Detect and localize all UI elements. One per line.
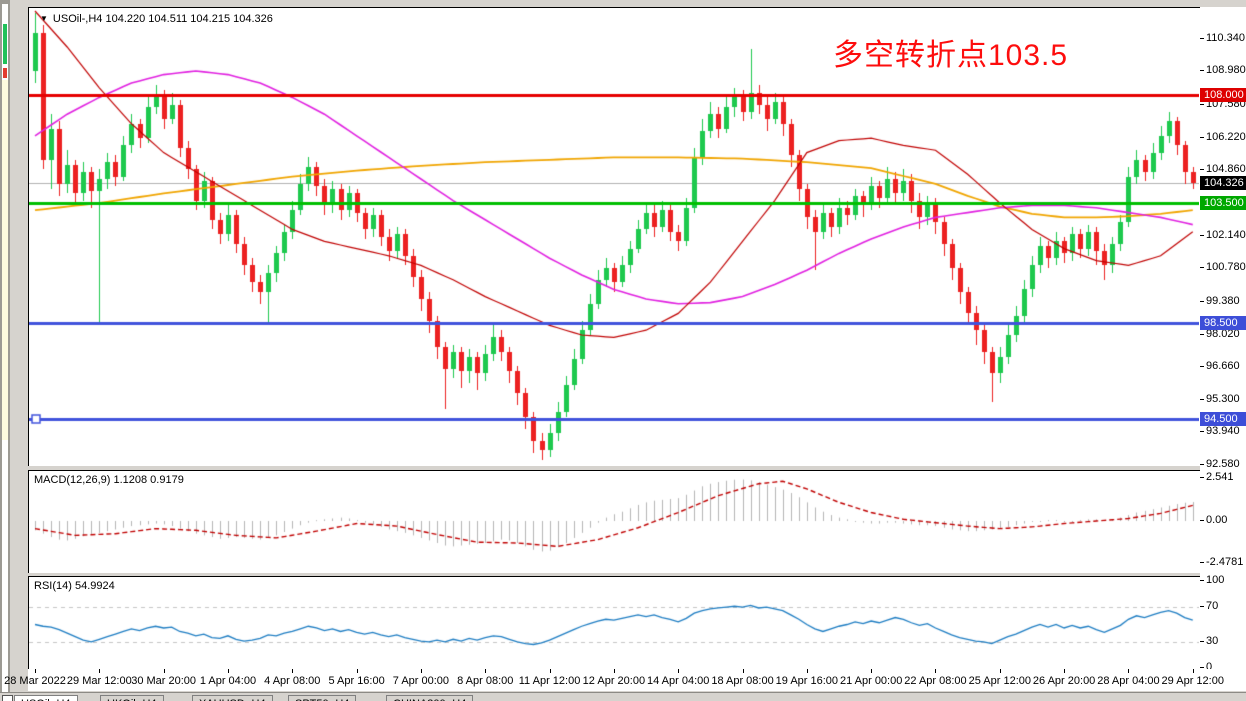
time-axis-tick [613,669,615,673]
chart-tab-china300-h4[interactable]: CHINA300-,H4 [386,695,474,701]
rsi-axis-label: 70 [1200,600,1218,613]
main-chart-canvas[interactable] [29,8,1199,465]
symbol-quote-text: USOil-,H4 104.220 104.511 104.215 104.32… [52,13,273,25]
time-axis-label: 25 Apr 12:00 [968,675,1031,687]
time-axis-tick [99,669,101,673]
annotation-text-object[interactable]: 多空转折点103.5 [833,39,1069,72]
time-axis-tick [292,669,294,673]
macd-indicator-label: MACD(12,26,9) 1.1208 0.9179 [34,474,184,486]
time-axis-label: 21 Apr 00:00 [839,675,903,687]
chart-tab-ukoil-h4[interactable]: UKOil-,H4 [100,695,164,701]
chart-tab-xauusd-h4[interactable]: XAUUSD-,H4 [192,695,273,701]
pane-splitter[interactable] [28,573,1246,576]
time-axis-label: 26 Apr 20:00 [1032,675,1096,687]
time-axis-label: 14 Apr 04:00 [646,675,710,687]
time-axis-tick [227,669,229,673]
price-axis-label: 110.340 [1200,32,1245,45]
price-axis-label: 104.860 [1200,163,1246,176]
time-axis-label: 5 Apr 16:00 [328,675,385,687]
price-axis-label: 102.140 [1200,229,1246,242]
time-axis-scale[interactable]: 28 Mar 2022 29 Mar 12:00 30 Mar 20:00 1 Apr… [4,669,1246,691]
hline-price-badge: 108.000 [1200,88,1246,102]
time-axis-label: 12 Apr 20:00 [582,675,646,687]
chart-tab-spt50-h4[interactable]: SPT50-,H4 [288,695,357,701]
chart-title: ▼ USOil-,H4 104.220 104.511 104.215 104.3… [40,13,273,25]
macd-pane[interactable] [28,470,1202,575]
time-axis-tick [356,669,358,673]
price-axis-label: 108.980 [1200,64,1246,77]
rsi-axis-label: 0 [1200,661,1212,674]
rsi-axis-label: 30 [1200,635,1218,648]
rsi-axis-label: 100 [1200,574,1224,587]
time-axis-tick [485,669,487,673]
time-axis-label: 8 Apr 08:00 [457,675,514,687]
time-axis-tick [742,669,744,673]
time-axis-label: 28 Mar 2022 [4,675,66,687]
time-axis-label: 11 Apr 12:00 [518,675,581,687]
hline-price-badge: 98.500 [1200,316,1246,330]
price-axis-label: 106.220 [1200,131,1246,144]
time-axis-tick [35,669,36,673]
chart-tabs-strip[interactable]: USOil-,H4 UKOil-,H4 XAUUSD-,H4 SPT50-,H4 CHI… [0,692,1246,701]
price-axis-label: 92.580 [1200,458,1240,471]
time-axis-tick [1128,669,1130,673]
rsi-canvas[interactable] [29,577,1199,668]
time-axis-tick [163,669,165,673]
window-icon [2,695,13,701]
rsi-indicator-label: RSI(14) 54.9924 [34,580,115,592]
time-axis-label: 29 Mar 12:00 [66,675,132,687]
hline-price-badge: 94.500 [1200,412,1246,426]
adjacent-window-edge [2,4,8,692]
current-price-badge: 104.326 [1200,176,1246,190]
time-axis-tick [871,669,873,673]
macd-axis-label: -2.4781 [1200,556,1243,569]
price-axis-label: 98.020 [1200,328,1240,341]
time-axis-tick [549,669,551,673]
time-axis-tick [935,669,937,673]
price-axis-label: 99.380 [1200,295,1240,308]
price-axis-label: 93.940 [1200,425,1240,438]
time-axis-tick [1192,669,1194,673]
price-axis-scale[interactable]: 110.340 108.980 107.580 106.220 104.860 102.1… [1200,7,1246,673]
time-axis-label: 28 Apr 04:00 [1097,675,1160,687]
price-axis-label: 95.300 [1200,393,1240,406]
adjacent-window-strip [0,0,10,701]
main-chart-pane[interactable] [28,7,1202,468]
time-axis-label: 19 Apr 16:00 [775,675,839,687]
time-axis-label: 29 Apr 12:00 [1161,675,1224,687]
time-axis-tick [806,669,808,673]
hline-price-badge: 103.500 [1200,196,1246,210]
symbol-dropdown-icon[interactable]: ▼ [40,14,48,23]
time-axis-label: 30 Mar 20:00 [131,675,197,687]
time-axis-label: 4 Apr 08:00 [264,675,321,687]
time-axis-tick [420,669,422,673]
time-axis-label: 1 Apr 04:00 [199,675,257,687]
macd-axis-label: 2.541 [1200,471,1234,484]
price-axis-label: 96.660 [1200,360,1240,373]
time-axis-label: 7 Apr 00:00 [392,675,450,687]
pane-splitter[interactable] [28,466,1246,469]
time-axis-tick [1064,669,1066,673]
time-axis-tick [999,669,1001,673]
time-axis-label: 22 Apr 08:00 [904,675,967,687]
price-axis-label: 100.780 [1200,261,1246,274]
macd-axis-label: 0.00 [1200,514,1227,527]
chart-tab-usoil-h4[interactable]: USOil-,H4 [14,695,78,701]
time-axis-tick [678,669,680,673]
macd-canvas[interactable] [29,471,1199,572]
rsi-pane[interactable] [28,576,1202,671]
time-axis-label: 18 Apr 08:00 [711,675,774,687]
